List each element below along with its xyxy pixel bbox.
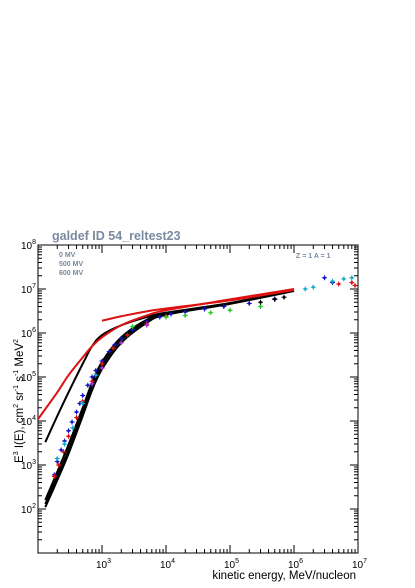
y-tick-label: 103 <box>21 459 36 472</box>
data-point <box>228 308 232 312</box>
data-point <box>63 439 66 443</box>
y-tick-label: 107 <box>21 283 36 296</box>
data-point <box>131 325 134 328</box>
data-point <box>67 429 70 433</box>
data-point <box>90 375 94 379</box>
x-tick-label: 106 <box>288 558 303 571</box>
data-point <box>303 287 307 291</box>
data-point <box>59 448 63 452</box>
legend-entry-1: 500 MV <box>59 261 83 268</box>
model-curves <box>38 288 295 508</box>
legend-entry-0: 0 MV <box>59 252 76 259</box>
tick-labels: 103 104 105 106 107 102 103 104 105 106 107 108 <box>21 239 367 571</box>
model-curve-5 <box>101 288 295 322</box>
data-point <box>90 382 94 386</box>
data-point <box>119 337 123 340</box>
data-points <box>51 275 358 479</box>
data-point <box>78 402 82 405</box>
data-point <box>131 328 134 331</box>
data-point <box>259 305 262 308</box>
legend: 0 MV 500 MV 600 MV <box>59 252 83 277</box>
data-point <box>203 307 206 311</box>
data-point <box>145 323 149 327</box>
x-axis-label: kinetic energy, MeV/nucleon <box>212 570 356 582</box>
data-point <box>75 416 78 419</box>
data-point <box>119 341 123 345</box>
data-point <box>94 373 98 377</box>
data-point <box>67 434 70 438</box>
legend-entry-2: 600 MV <box>59 270 83 277</box>
data-point <box>164 315 168 319</box>
y-tick-label: 102 <box>21 503 36 516</box>
data-point <box>273 298 277 301</box>
chart-title: galdef ID 54_reltest23 <box>52 229 181 243</box>
data-point <box>100 366 104 370</box>
data-point <box>107 350 111 353</box>
data-point <box>342 277 346 281</box>
data-point <box>62 450 65 454</box>
data-point <box>183 314 187 317</box>
y-axis-label: E3 I(E), cm2 sr-1 s-1 MeV2 <box>13 339 26 463</box>
data-point <box>55 457 59 460</box>
y-tick-label: 108 <box>21 239 36 252</box>
data-point <box>222 305 226 308</box>
data-point <box>100 359 104 363</box>
data-point <box>81 394 85 397</box>
data-point <box>55 460 59 463</box>
data-point <box>259 300 262 304</box>
data-point <box>158 315 162 319</box>
data-point <box>94 369 98 372</box>
data-point <box>71 426 75 430</box>
data-point <box>169 312 173 316</box>
axis-ticks <box>37 245 359 554</box>
data-point <box>209 311 213 315</box>
data-point <box>81 402 85 405</box>
data-point <box>57 463 61 467</box>
data-point <box>183 310 187 314</box>
data-point <box>350 276 354 280</box>
data-point <box>86 383 90 387</box>
data-point <box>323 276 326 280</box>
data-point <box>90 379 94 383</box>
data-point <box>331 279 334 283</box>
y-tick-label: 106 <box>21 327 36 340</box>
data-point <box>52 475 56 478</box>
y-tick-label: 105 <box>21 371 36 384</box>
y-tick-label: 104 <box>21 415 36 428</box>
data-point <box>337 282 341 286</box>
data-point <box>350 281 354 284</box>
x-tick-label: 105 <box>224 558 239 571</box>
data-point <box>111 346 115 350</box>
x-tick-label: 104 <box>160 558 175 571</box>
data-point <box>75 410 78 414</box>
plot-frame <box>37 244 359 554</box>
data-point <box>353 284 357 287</box>
data-point <box>282 295 286 299</box>
x-tick-label: 103 <box>96 558 111 571</box>
data-point <box>100 362 104 366</box>
data-point <box>63 442 66 446</box>
data-point <box>247 302 251 305</box>
data-point <box>113 343 117 346</box>
data-point <box>311 285 315 289</box>
x-tick-label: 107 <box>352 558 367 571</box>
data-point <box>126 333 129 337</box>
data-point <box>70 420 74 424</box>
element-annotation: Z = 1 A = 1 <box>296 253 331 260</box>
